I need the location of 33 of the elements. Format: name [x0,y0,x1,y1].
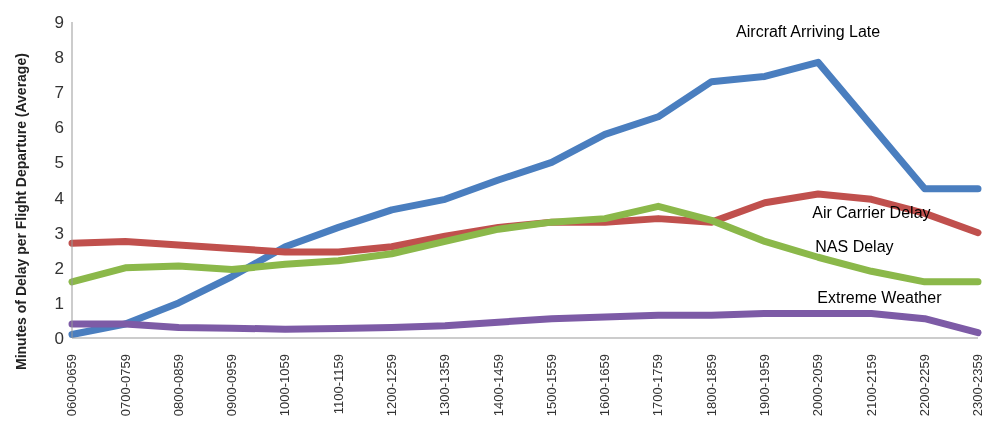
x-tick-label: 0900-0959 [224,354,240,417]
y-axis-title: Minutes of Delay per Flight Departure (Average) [12,53,29,370]
y-tick-label: 3 [54,223,64,243]
x-tick-label: 2100-2159 [863,354,879,417]
x-tick-label: 1000-1059 [277,354,293,417]
x-tick-label: 0800-0859 [170,354,186,417]
x-tick-label: 2000-2059 [810,354,826,417]
x-tick-label: 1300-1359 [437,354,453,417]
y-tick-label: 7 [54,83,64,103]
x-tick-label: 0700-0759 [117,354,133,417]
x-tick-label: 0600-0659 [64,354,80,417]
y-tick-label: 4 [54,188,64,208]
text: Aircraft Arriving Late [736,22,881,40]
series-label: NAS Delay [815,237,894,255]
x-tick-label: 1500-1559 [543,354,559,417]
y-tick-label: 8 [54,48,64,68]
x-tick-label: 1200-1259 [383,354,399,417]
y-tick-label: 5 [54,153,64,173]
x-tick-label: 1800-1859 [703,354,719,417]
x-tick-label: 1600-1659 [597,354,613,417]
series-label: Extreme Weather [817,288,943,306]
x-tick-label: 2200-2259 [916,354,932,417]
series-label: Air Carrier Delay [812,203,931,221]
x-tick-label: 1700-1759 [650,354,666,417]
x-tick-label: 1100-1159 [330,354,346,415]
x-tick-label: 2300-2359 [970,354,986,417]
y-tick-label: 1 [54,293,64,313]
y-tick-label: 6 [54,118,64,138]
y-tick-label: 9 [54,13,64,33]
y-tick-label: 2 [54,258,64,278]
y-tick-label: 0 [54,329,64,349]
x-tick-label: 1900-1959 [757,354,773,417]
x-tick-label: 1400-1459 [490,354,506,417]
